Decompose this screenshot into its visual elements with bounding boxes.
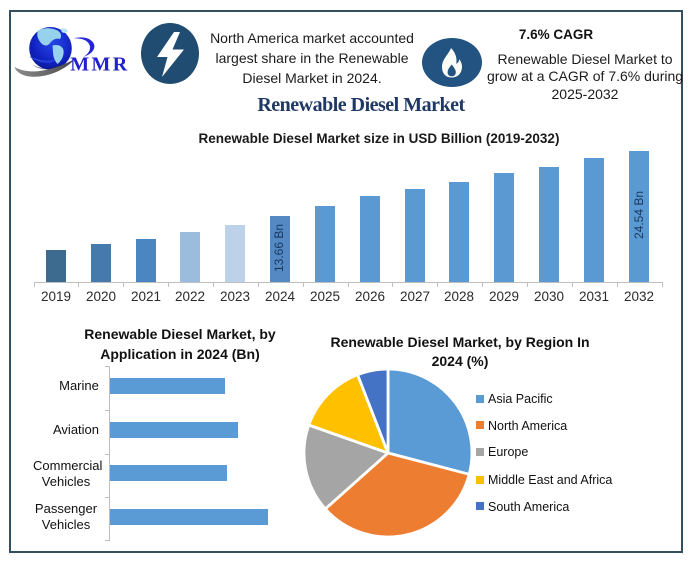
svg-text:MMR: MMR xyxy=(70,54,129,76)
